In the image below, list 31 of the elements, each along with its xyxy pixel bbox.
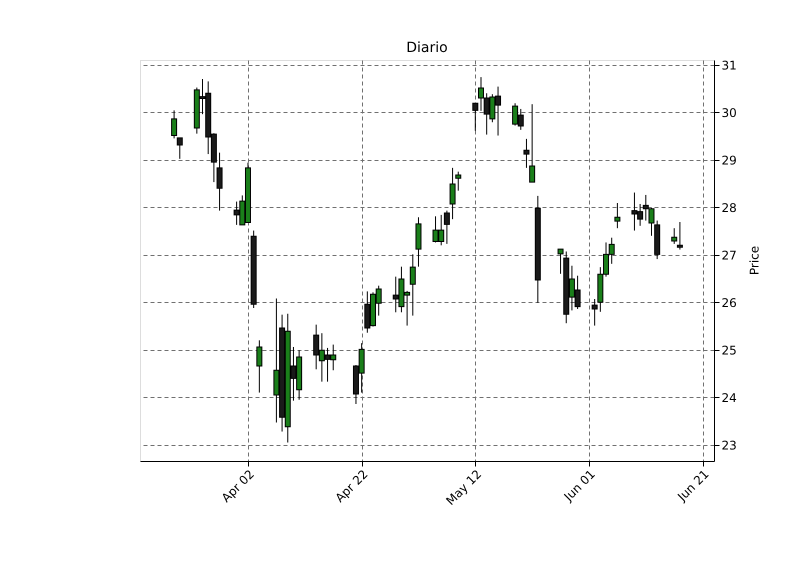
candlestick [216,152,223,212]
candlestick [614,202,620,229]
candlestick [472,102,478,132]
x-tick-label: Apr 02 [218,467,257,506]
candlestick [676,222,683,250]
x-tick-label: Apr 22 [332,467,371,506]
y-tick-label: 31 [722,58,737,72]
y-tick-label: 25 [722,343,737,358]
candlestick [444,210,450,244]
y-tick-label: 23 [722,438,737,452]
candlestick [671,228,678,244]
y-tick-label: 28 [722,200,737,215]
candlestick [529,104,536,183]
chart-title: Diario [406,40,448,56]
candlestick [592,298,598,326]
y-tick-label: 29 [722,153,737,168]
x-tick-label: Jun 21 [674,467,712,504]
candlestick [558,248,564,274]
candlestick [523,138,530,168]
candlestick [455,171,462,192]
candlestick [450,167,456,220]
y-tick-label: 26 [722,296,737,310]
candlestick [410,254,416,316]
candlestick [256,340,262,394]
x-tick-label: Jun 01 [560,467,598,504]
y-axis-title: Price [748,246,762,276]
candlestick [176,137,183,160]
candlestick [171,110,178,139]
y-tick-label: 27 [722,248,737,262]
y-tick-label: 30 [722,106,737,120]
y-tick-label: 24 [722,390,737,405]
